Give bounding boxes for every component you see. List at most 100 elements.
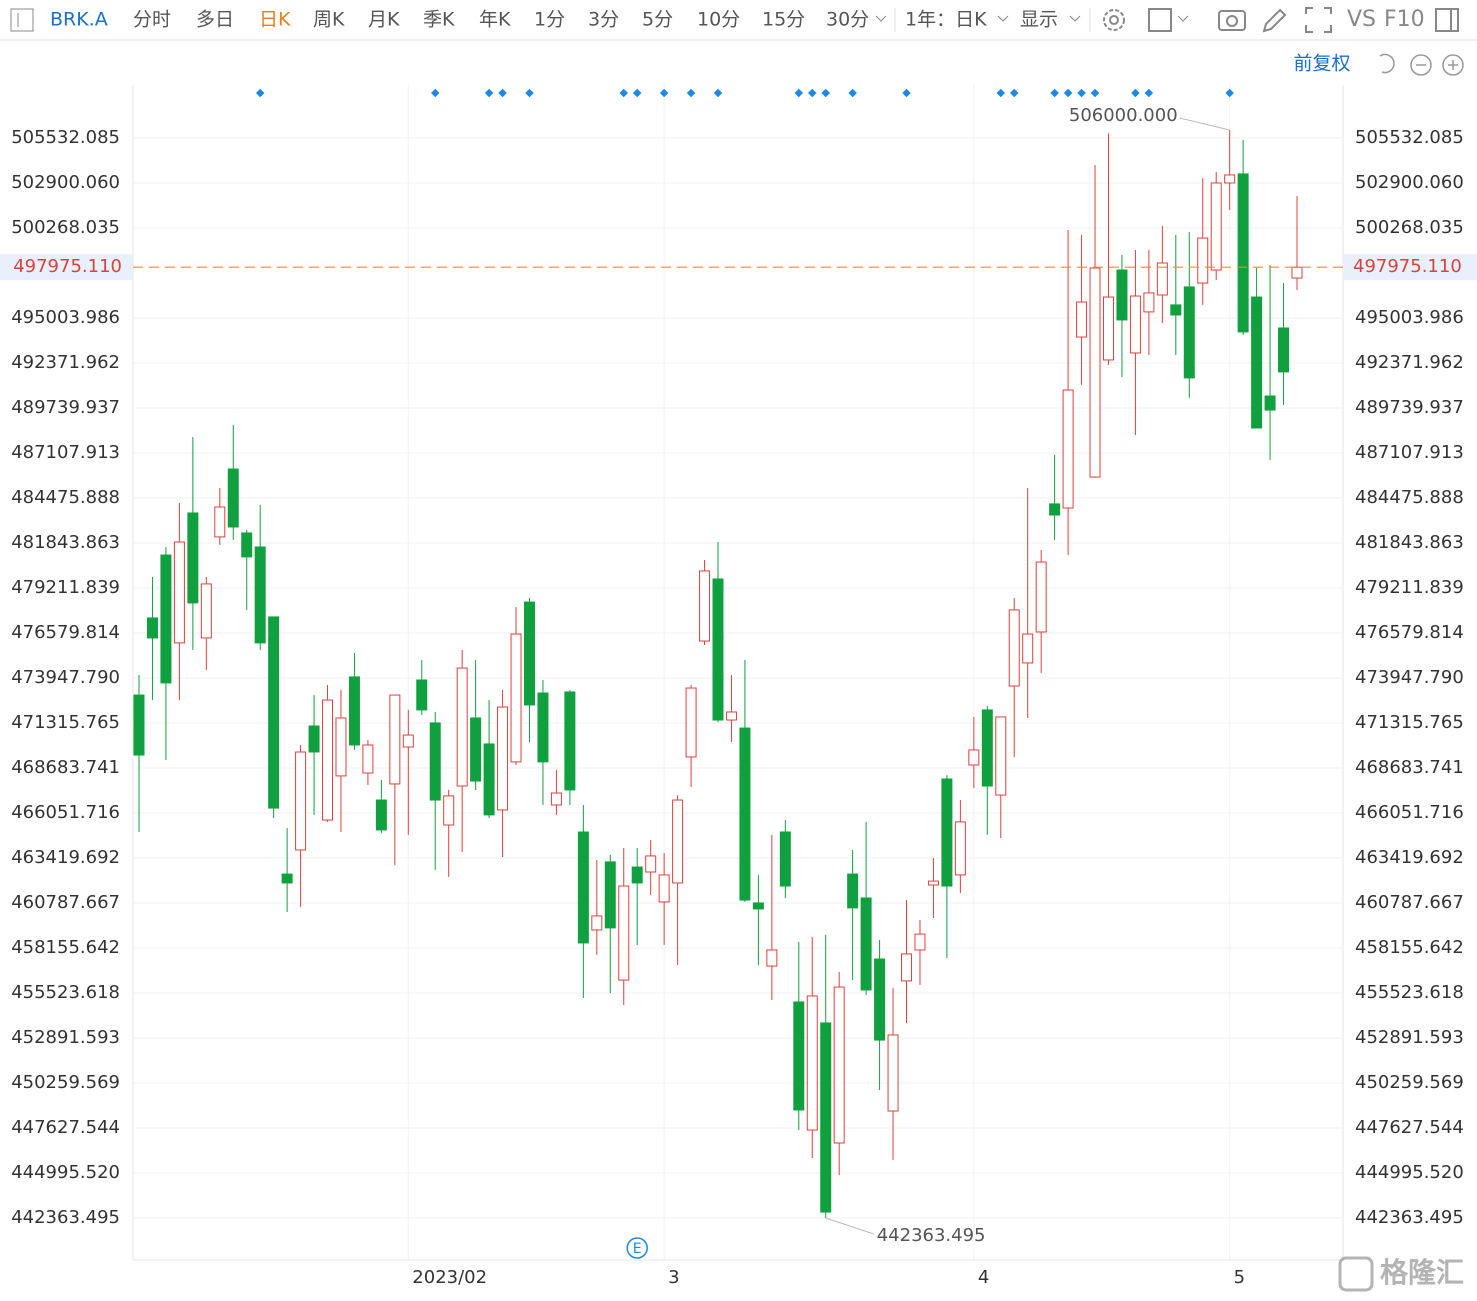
y2-tick-label: 442363.495 [1355,1207,1464,1228]
vs-button[interactable]: VS [1347,7,1376,32]
event-marker [525,88,534,98]
y2-tick-label: 489739.937 [1355,397,1464,418]
display-select[interactable]: 显示 [1020,9,1058,31]
candle-body [146,617,158,639]
candle-body [281,873,293,884]
event-marker [1009,88,1019,98]
y2-tick-label: 447627.544 [1355,1117,1464,1138]
adjust-button[interactable]: 前复权 [1293,53,1350,75]
y-tick-label: 495003.986 [11,307,120,328]
candle-body [631,866,643,884]
tab[interactable]: 多日 [196,9,234,31]
settings-icon[interactable] [1103,9,1125,31]
candle-body [1197,237,1209,284]
candle-body [497,706,509,811]
candle-body [173,541,185,644]
candle-body [820,1022,832,1213]
candle-body [833,986,845,1144]
y2-tick-label: 468683.741 [1355,757,1464,778]
candle-body [672,799,684,884]
y-tick-label: 455523.618 [11,982,120,1003]
zoom-in-icon[interactable] [1442,54,1464,76]
f10-button[interactable]: F10 [1384,7,1425,32]
current-price-box [1344,254,1477,281]
event-marker [1225,88,1234,98]
candle-body [739,727,751,901]
zoom-out-icon[interactable] [1410,54,1432,76]
tab[interactable]: 10分 [697,9,740,31]
tab[interactable]: 季K [423,9,455,31]
tab[interactable]: 30分 [826,9,869,31]
event-marker [686,88,696,98]
candle-body [779,831,791,887]
y-tick-label: 489739.937 [11,397,120,418]
event-marker [1077,88,1086,98]
tab[interactable]: 5分 [642,9,673,31]
tab[interactable]: 分时 [133,9,171,31]
candle-body [456,667,468,787]
y-tick-label: 471315.765 [11,712,120,733]
x-tick-label: 2023/02 [412,1267,487,1288]
event-marker [1063,88,1073,98]
candle-body [187,512,199,604]
candle-body [1170,304,1182,316]
y-tick-label: 476579.814 [11,622,120,643]
tab[interactable]: 1分 [534,9,565,31]
candle-body [766,949,778,967]
candle-body [847,873,859,909]
candle-body [1183,286,1195,379]
event-marker [1050,88,1059,98]
candle-body [214,506,226,538]
tab[interactable]: 3分 [588,9,619,31]
candle-body [1143,292,1155,313]
candle-body [470,717,482,782]
camera-icon[interactable] [1218,10,1246,31]
event-marker [632,88,642,98]
tab[interactable]: 周K [313,9,345,31]
x-tick-label: 5 [1234,1267,1245,1288]
plot-area: 505532.085 505532.085 502900.060 502900.060… [0,85,1477,1288]
shape-icon[interactable] [1148,8,1172,32]
y-tick-label: 479211.839 [11,577,120,598]
y2-tick-label: 495003.986 [1355,307,1464,328]
y2-tick-label: 444995.520 [1355,1162,1464,1183]
y2-tick-label: 452891.593 [1355,1027,1464,1048]
candle-body [362,744,374,774]
chevron [1177,15,1189,22]
tab[interactable]: 15分 [762,9,805,31]
sidebar-icon[interactable] [10,8,34,32]
fullscreen-icon[interactable] [1305,7,1332,33]
tab-active[interactable]: 日K [259,9,291,31]
candle-body [887,1034,899,1112]
pencil-icon[interactable] [1262,8,1287,33]
watermark-text: 格隆汇 [1380,1256,1464,1289]
candle-body [618,885,630,981]
event-marker [1144,88,1154,98]
candle-body [550,792,562,806]
tab[interactable]: 月K [368,9,400,31]
low-annotation-line [825,1217,874,1235]
candle-body [927,880,939,886]
y-tick-label: 452891.593 [11,1027,120,1048]
reset-icon[interactable] [1379,53,1395,74]
candle-body [1008,609,1020,687]
symbol[interactable]: BRK.A [50,9,108,31]
earnings-marker-label: E [633,1241,642,1257]
x-tick-label: 3 [668,1267,679,1288]
panel-icon[interactable] [1435,8,1459,32]
candle-body [941,778,953,887]
range-select[interactable]: 1年：日K [905,9,987,31]
tab[interactable]: 年K [479,9,511,31]
candle-body [1224,174,1236,184]
candle-body [860,897,872,991]
candle-body [241,532,253,558]
candle-body [793,1001,805,1111]
candle-body [1237,173,1249,333]
event-marker [659,88,669,98]
candle-body [429,722,441,801]
candle-body [699,570,711,642]
event-marker [794,88,804,98]
candle-body [483,743,495,816]
event-marker [902,88,911,98]
